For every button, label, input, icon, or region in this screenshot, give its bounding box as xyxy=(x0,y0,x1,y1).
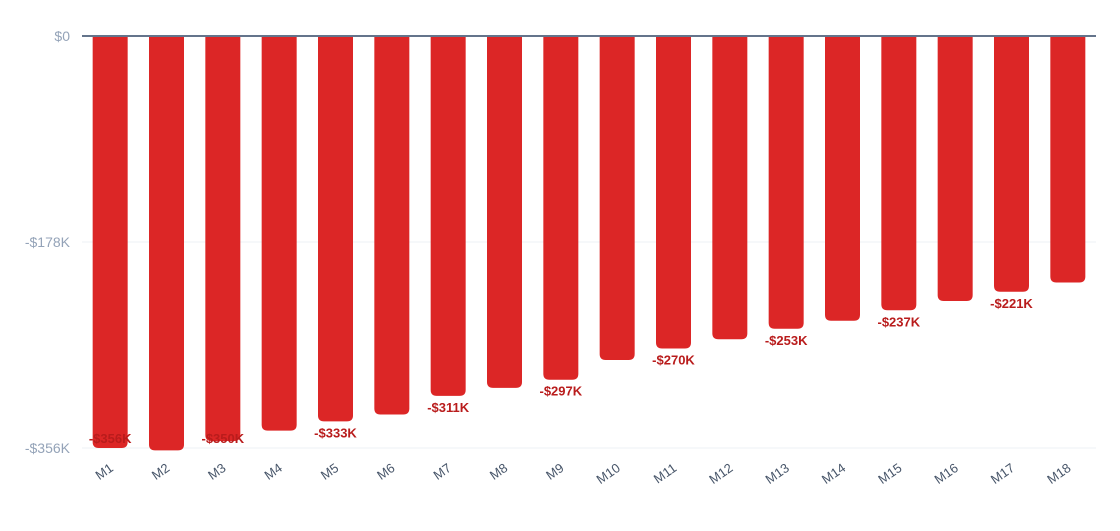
bars xyxy=(92,36,1086,451)
x-tick-label: M10 xyxy=(594,460,623,487)
data-label: -$270K xyxy=(652,352,695,367)
bar-m17 xyxy=(994,36,1029,292)
data-label: -$221K xyxy=(990,296,1033,311)
x-tick-label: M14 xyxy=(819,460,848,487)
x-tick-label: M12 xyxy=(706,460,735,487)
y-tick-label: -$356K xyxy=(25,440,71,456)
bar-m2 xyxy=(149,36,184,451)
bar-m10 xyxy=(599,36,635,361)
data-label: -$253K xyxy=(765,333,808,348)
bar-m15 xyxy=(881,36,917,311)
bar-m9 xyxy=(543,36,579,380)
bar-m7 xyxy=(430,36,466,396)
x-tick-label: M17 xyxy=(988,460,1017,487)
bar-m1 xyxy=(92,36,128,448)
data-label: -$297K xyxy=(540,384,583,399)
x-tick-label: M11 xyxy=(651,460,680,486)
y-axis-ticks: $0 -$178K -$356K xyxy=(25,28,71,456)
x-tick-label: M4 xyxy=(261,460,284,483)
grid-lines xyxy=(82,241,1096,449)
x-tick-label: M5 xyxy=(318,460,341,483)
data-label: -$237K xyxy=(878,314,921,329)
bar-m8 xyxy=(487,36,522,388)
bar-m14 xyxy=(825,36,860,321)
bar-m12 xyxy=(712,36,748,340)
data-label: -$350K xyxy=(202,431,245,446)
bar-m18 xyxy=(1050,36,1086,283)
data-label: -$356K xyxy=(89,431,132,446)
bar-m13 xyxy=(768,36,804,329)
x-tick-label: M16 xyxy=(932,460,961,487)
bar-m6 xyxy=(374,36,410,415)
x-tick-label: M3 xyxy=(205,460,228,483)
data-labels: -$356K -$350K -$333K -$311K -$297K -$270K -$25… xyxy=(89,296,1034,446)
y-tick-label: $0 xyxy=(54,28,70,44)
x-tick-label: M7 xyxy=(430,460,453,483)
bar-m4 xyxy=(261,36,297,431)
bar-m3 xyxy=(205,36,241,442)
bar-m5 xyxy=(318,36,353,422)
x-tick-label: M8 xyxy=(487,460,510,483)
x-axis-ticks: M1 M2 M3 M4 M5 M6 M7 M8 M9 M10 M11 M12 M13 M14 M15 M16 M… xyxy=(92,460,1073,487)
x-tick-label: M18 xyxy=(1044,460,1073,487)
data-label: -$311K xyxy=(427,400,470,415)
x-tick-label: M13 xyxy=(763,460,792,487)
x-tick-label: M9 xyxy=(543,460,566,483)
x-tick-label: M6 xyxy=(374,460,397,483)
x-tick-label: M15 xyxy=(875,460,904,487)
x-tick-label: M2 xyxy=(149,460,172,483)
bar-m16 xyxy=(937,36,973,302)
y-tick-label: -$178K xyxy=(25,234,71,250)
data-label: -$333K xyxy=(314,425,357,440)
x-tick-label: M1 xyxy=(92,460,115,483)
bar-m11 xyxy=(656,36,691,349)
